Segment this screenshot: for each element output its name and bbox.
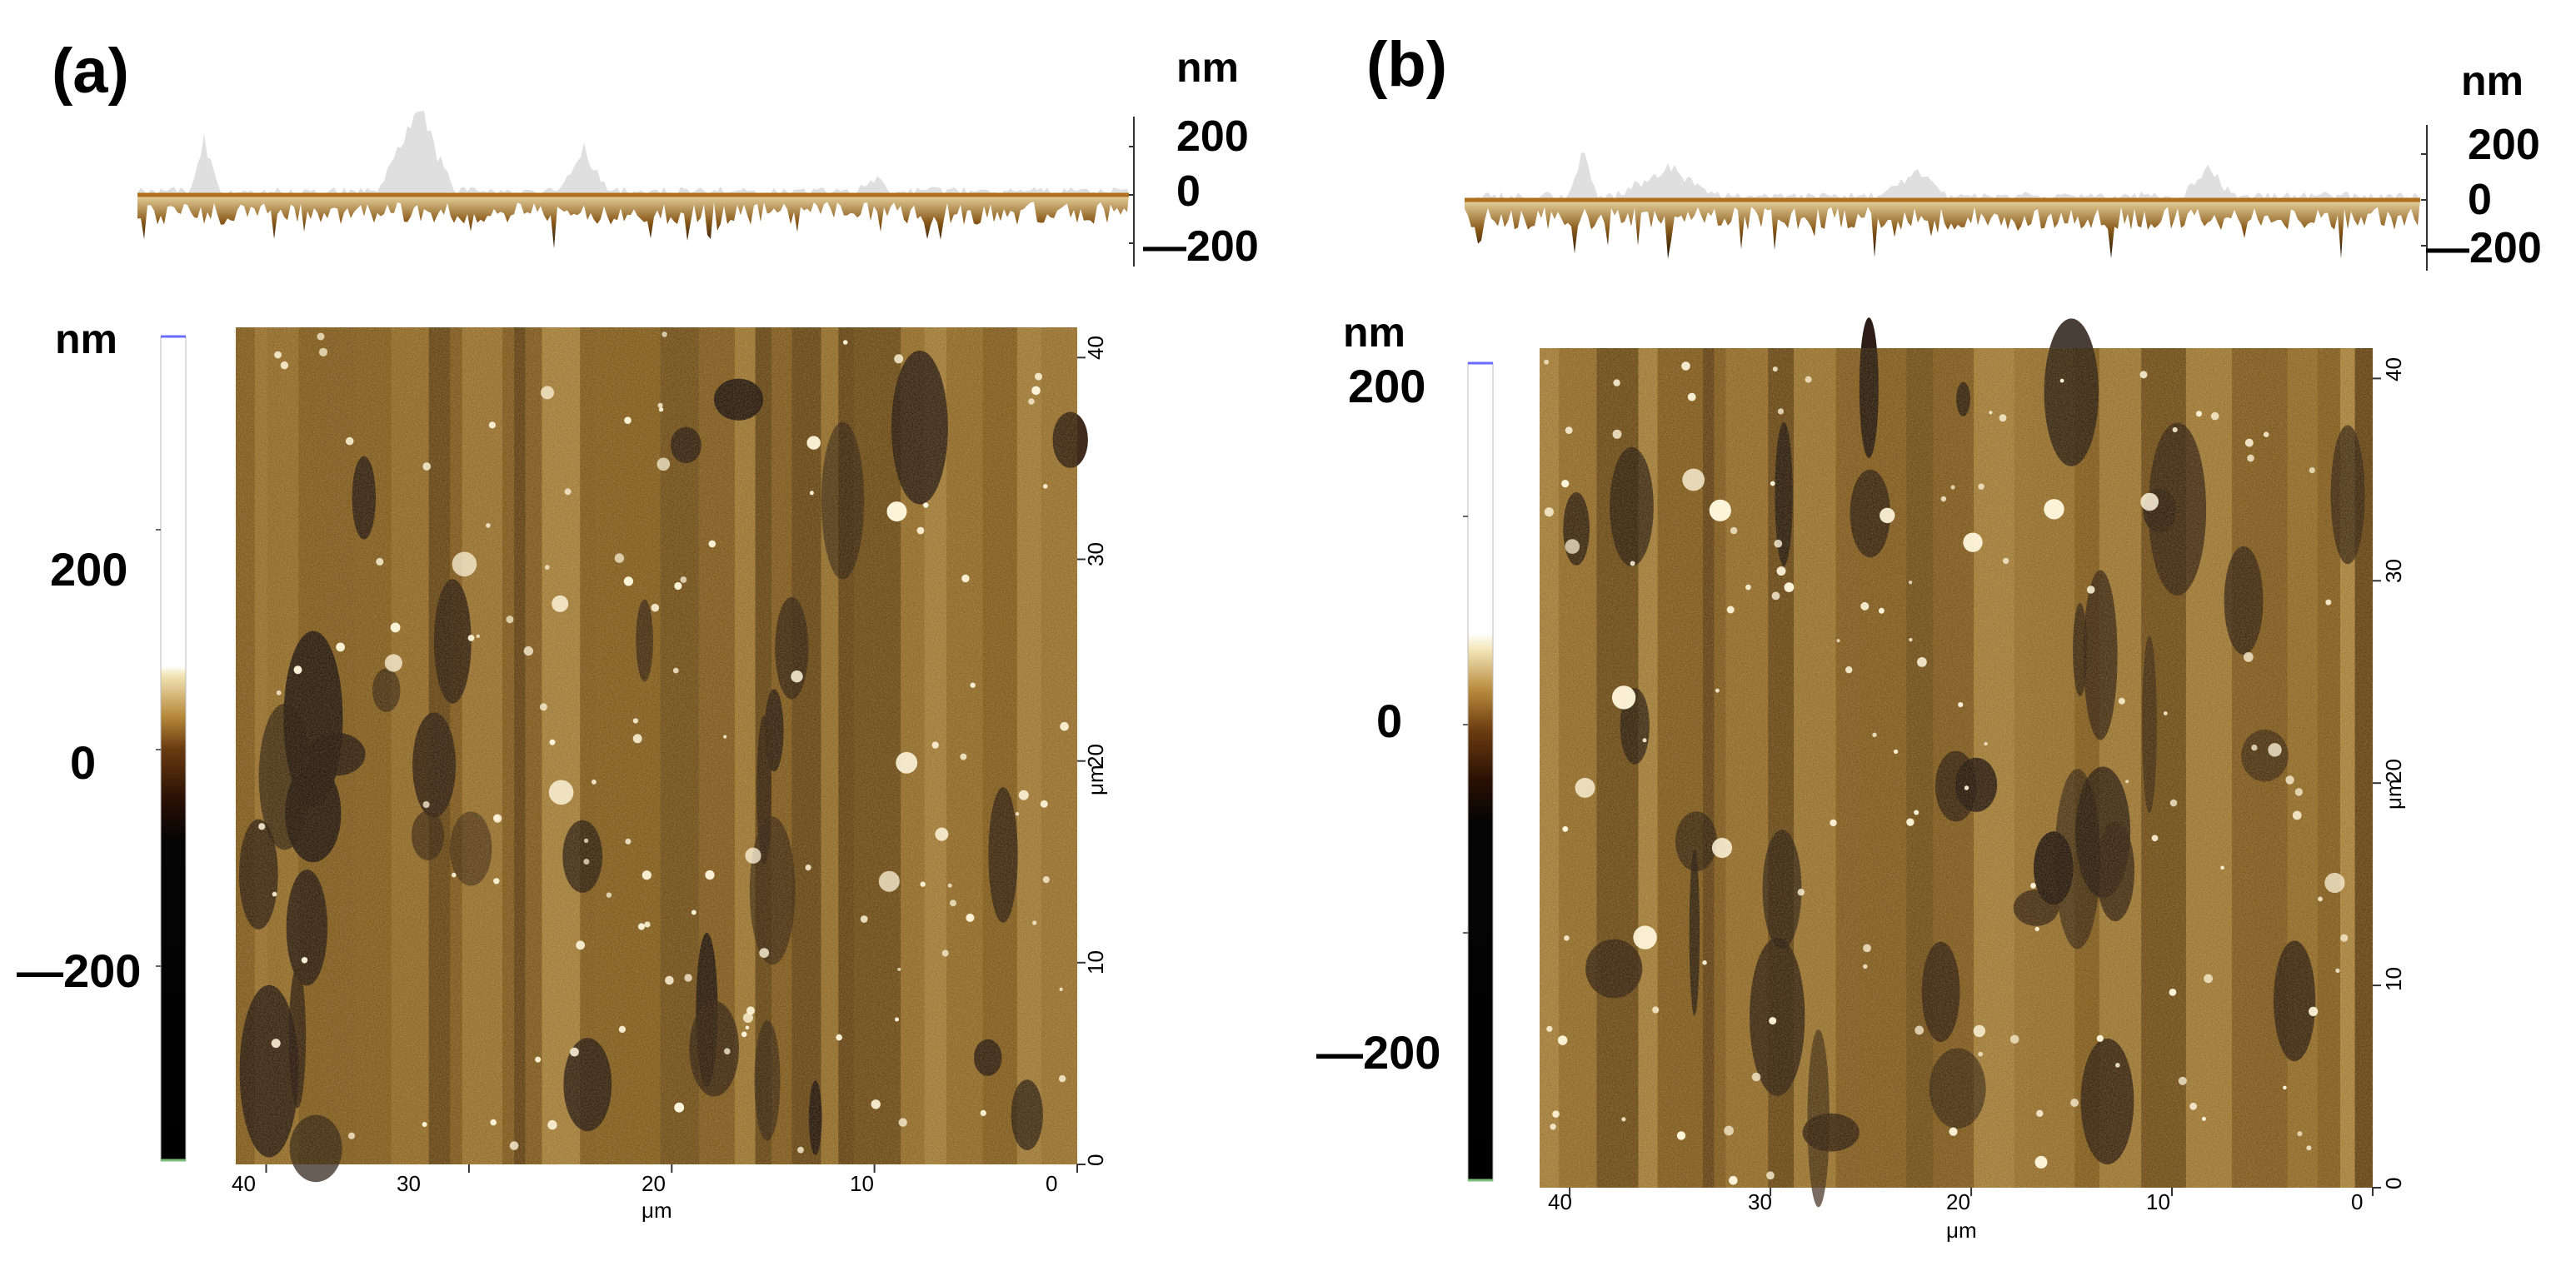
y-tick-b-1: 30 xyxy=(2381,559,2406,583)
colorbar-unit-a: nm xyxy=(55,316,117,362)
y-unit-b: μm xyxy=(2381,779,2406,810)
profile-tick-mid-b: 0 xyxy=(2468,176,2492,224)
x-tick-b-1: 30 xyxy=(1748,1189,1772,1214)
colorbar-tick-bottom-a: —200 xyxy=(17,945,142,997)
profile-tick-mid-a: 0 xyxy=(1176,167,1201,216)
axis-ticks-b xyxy=(1569,377,2381,1196)
profile-tick-bottom-b: —200 xyxy=(2426,224,2542,272)
x-tick-b-0: 40 xyxy=(1548,1189,1572,1214)
profile-tick-bottom-a: —200 xyxy=(1143,222,1259,271)
colorbar-tick-mid-a: 0 xyxy=(70,736,97,789)
y-tick-b-3: 10 xyxy=(2381,967,2406,991)
profile-unit-b: nm xyxy=(2461,57,2524,104)
colorbar-tick-bottom-b: —200 xyxy=(1316,1026,1441,1079)
x-tick-a-4: 0 xyxy=(1046,1171,1058,1196)
colorbar-tick-mid-b: 0 xyxy=(1376,695,1403,747)
colorbar-a xyxy=(156,335,187,1162)
y-tick-a-0: 40 xyxy=(1083,336,1108,360)
x-unit-a: μm xyxy=(642,1198,672,1223)
afm-image-a xyxy=(236,327,1088,1183)
profile-unit-a: nm xyxy=(1176,44,1239,91)
colorbar-tick-top-a: 200 xyxy=(50,543,128,596)
y-unit-a: μm xyxy=(1083,765,1108,795)
afm-image-b xyxy=(1540,317,2373,1208)
x-tick-a-3: 10 xyxy=(850,1171,874,1196)
y-tick-b-4: 0 xyxy=(2381,1177,2406,1189)
panel-label-b: (b) xyxy=(1366,29,1448,100)
x-tick-a-0: 40 xyxy=(232,1171,256,1196)
panel-label-a: (a) xyxy=(52,36,129,107)
x-tick-b-3: 10 xyxy=(2146,1189,2170,1214)
x-tick-b-4: 0 xyxy=(2351,1189,2364,1214)
axis-ticks-a xyxy=(265,356,1086,1173)
height-profile-a xyxy=(137,111,1135,267)
colorbar-tick-top-b: 200 xyxy=(1348,360,1426,412)
colorbar-unit-b: nm xyxy=(1343,309,1405,356)
x-tick-a-2: 20 xyxy=(642,1171,666,1196)
colorbar-b xyxy=(1463,361,1494,1182)
x-tick-a-1: 30 xyxy=(397,1171,421,1196)
y-tick-b-0: 40 xyxy=(2381,357,2406,381)
profile-tick-top-a: 200 xyxy=(1176,112,1249,161)
y-tick-a-1: 30 xyxy=(1083,542,1108,566)
height-profile-b xyxy=(1465,125,2428,271)
x-tick-b-2: 20 xyxy=(1946,1189,1970,1214)
x-unit-b: μm xyxy=(1946,1218,1977,1243)
profile-tick-top-b: 200 xyxy=(2468,121,2540,169)
y-tick-a-4: 0 xyxy=(1083,1154,1108,1166)
y-tick-a-3: 10 xyxy=(1083,950,1108,974)
